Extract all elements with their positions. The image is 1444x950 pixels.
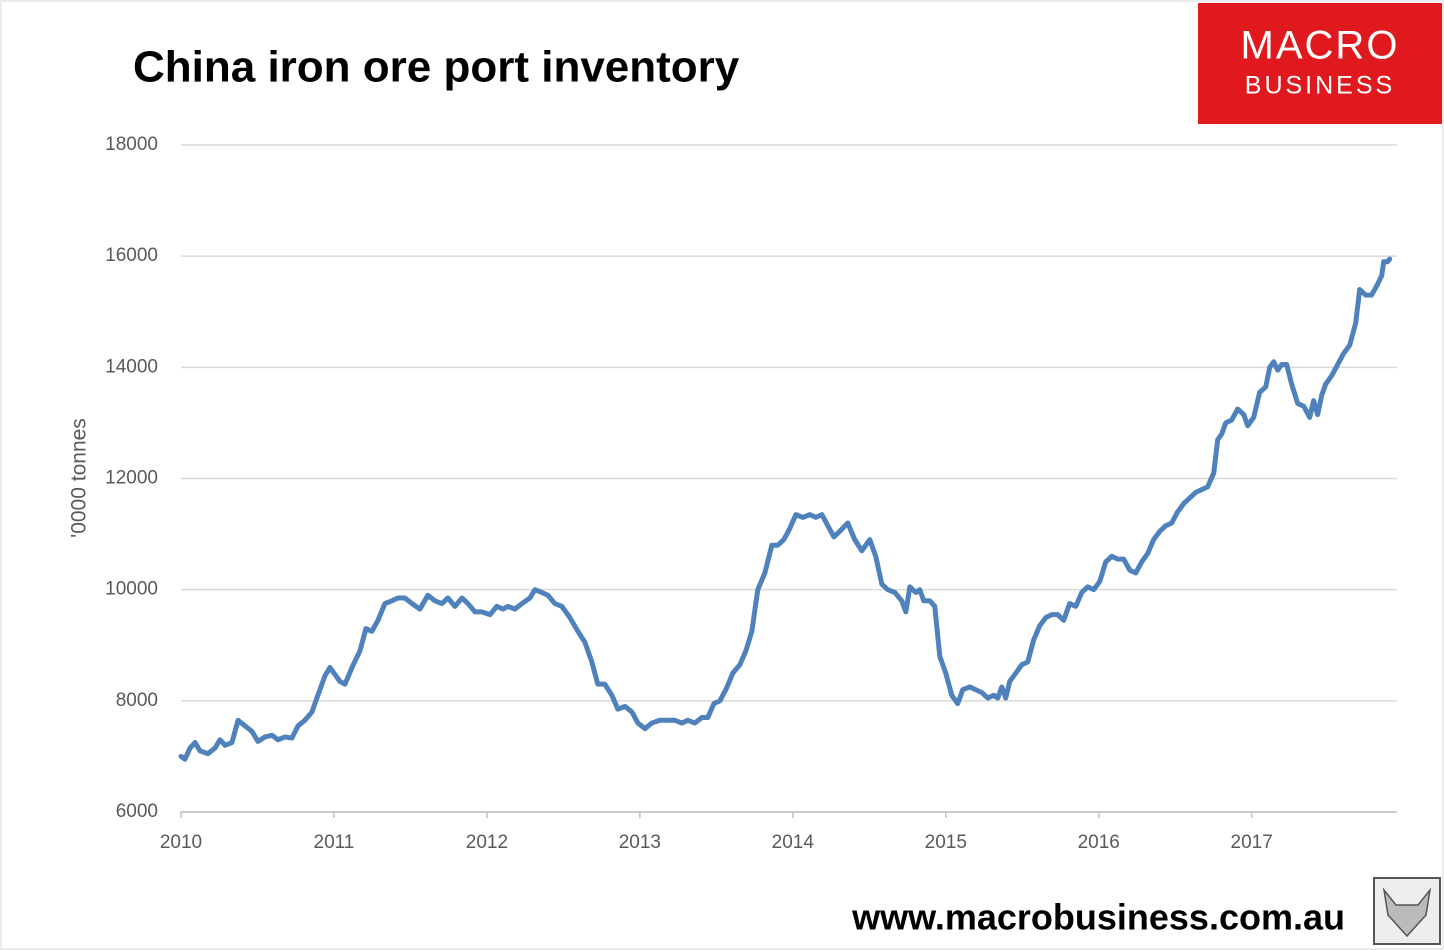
- x-tick-label: 2010: [160, 832, 202, 853]
- y-tick-label: 6000: [116, 801, 158, 822]
- x-tick-label: 2017: [1231, 832, 1273, 853]
- logo-line2: BUSINESS: [1245, 72, 1395, 100]
- footer-url: www.macrobusiness.com.au: [851, 897, 1345, 938]
- x-tick-label: 2016: [1078, 832, 1120, 853]
- chart-title: China iron ore port inventory: [133, 43, 740, 92]
- y-tick-label: 16000: [105, 245, 158, 266]
- x-tick-label: 2011: [314, 832, 355, 853]
- plot-area: 6000 8000 10000 12000 14000 16000 18000 2010 201…: [105, 134, 1397, 853]
- y-tick-label: 12000: [105, 468, 158, 489]
- logo: MACRO BUSINESS: [1198, 3, 1442, 124]
- y-axis-label: '0000 tonnes: [68, 418, 91, 538]
- logo-box: [1198, 3, 1442, 124]
- y-tick-label: 14000: [105, 356, 158, 377]
- fox-badge: [1373, 877, 1441, 945]
- y-tick-label: 18000: [105, 134, 158, 155]
- x-tick-label: 2013: [619, 832, 661, 853]
- y-tick-label: 10000: [105, 579, 158, 600]
- x-tick-label: 2015: [925, 832, 967, 853]
- x-tick-label: 2014: [772, 832, 815, 853]
- y-tick-label: 8000: [116, 690, 158, 711]
- badge-fox: [1382, 887, 1432, 938]
- logo-line1: MACRO: [1241, 24, 1400, 68]
- x-tick-label: 2012: [466, 832, 508, 853]
- data-line: [178, 256, 1393, 762]
